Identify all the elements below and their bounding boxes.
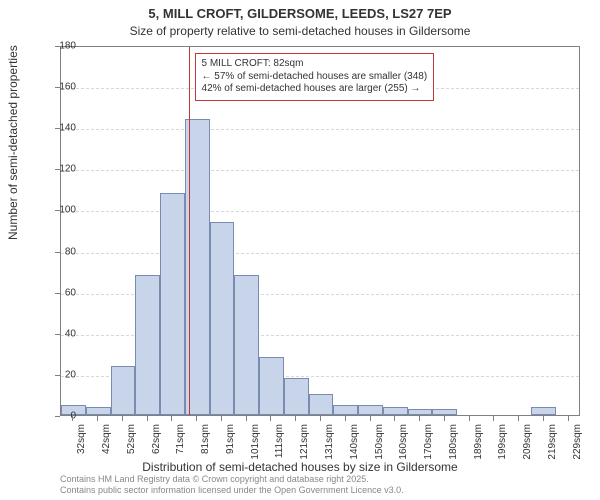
- y-tick-mark: [55, 46, 60, 47]
- plot-area: 5 MILL CROFT: 82sqm← 57% of semi-detache…: [60, 46, 580, 416]
- histogram-bar: [234, 275, 259, 415]
- histogram-bar: [135, 275, 160, 415]
- chart-title: 5, MILL CROFT, GILDERSOME, LEEDS, LS27 7…: [0, 6, 600, 21]
- x-tick-label: 131sqm: [324, 424, 335, 464]
- histogram-bar: [160, 193, 185, 415]
- y-tick-mark: [55, 169, 60, 170]
- y-tick-label: 20: [65, 369, 76, 380]
- x-tick-label: 199sqm: [497, 424, 508, 464]
- y-tick-mark: [55, 210, 60, 211]
- histogram-bar: [111, 366, 136, 415]
- gridline-h: [61, 129, 579, 130]
- x-tick-mark: [270, 416, 271, 421]
- x-tick-mark: [469, 416, 470, 421]
- x-tick-label: 32sqm: [76, 424, 87, 464]
- x-tick-label: 170sqm: [423, 424, 434, 464]
- histogram-bar: [358, 405, 383, 415]
- x-tick-mark: [419, 416, 420, 421]
- reference-line: [189, 47, 190, 415]
- y-tick-mark: [55, 128, 60, 129]
- histogram-bar: [86, 407, 111, 415]
- x-tick-mark: [97, 416, 98, 421]
- annotation-line: 42% of semi-detached houses are larger (…: [202, 83, 428, 96]
- histogram-bar: [432, 409, 457, 415]
- y-tick-mark: [55, 375, 60, 376]
- x-tick-label: 121sqm: [299, 424, 310, 464]
- attribution-line: Contains public sector information licen…: [60, 485, 404, 496]
- histogram-bar: [531, 407, 556, 415]
- x-tick-mark: [295, 416, 296, 421]
- y-tick-mark: [55, 334, 60, 335]
- histogram-bar: [309, 394, 334, 415]
- y-tick-mark: [55, 87, 60, 88]
- y-tick-label: 40: [65, 328, 76, 339]
- histogram-bar: [259, 357, 284, 415]
- x-tick-mark: [493, 416, 494, 421]
- gridline-h: [61, 211, 579, 212]
- y-tick-label: 80: [65, 246, 76, 257]
- x-tick-mark: [345, 416, 346, 421]
- x-tick-label: 209sqm: [522, 424, 533, 464]
- x-tick-label: 42sqm: [101, 424, 112, 464]
- x-tick-mark: [518, 416, 519, 421]
- x-tick-mark: [568, 416, 569, 421]
- x-tick-mark: [320, 416, 321, 421]
- y-tick-label: 100: [59, 205, 76, 216]
- y-tick-label: 160: [59, 82, 76, 93]
- x-tick-label: 140sqm: [349, 424, 360, 464]
- gridline-h: [61, 253, 579, 254]
- x-tick-label: 111sqm: [274, 424, 285, 464]
- x-tick-label: 62sqm: [151, 424, 162, 464]
- x-tick-mark: [543, 416, 544, 421]
- x-tick-mark: [122, 416, 123, 421]
- annotation-line: ← 57% of semi-detached houses are smalle…: [202, 71, 428, 84]
- y-tick-label: 140: [59, 123, 76, 134]
- x-tick-label: 52sqm: [126, 424, 137, 464]
- annotation-box: 5 MILL CROFT: 82sqm← 57% of semi-detache…: [195, 53, 435, 101]
- histogram-bar: [284, 378, 309, 415]
- histogram-bar: [408, 409, 433, 415]
- x-tick-label: 101sqm: [250, 424, 261, 464]
- x-tick-label: 81sqm: [200, 424, 211, 464]
- x-tick-mark: [171, 416, 172, 421]
- y-tick-label: 180: [59, 41, 76, 52]
- attribution: Contains HM Land Registry data © Crown c…: [60, 474, 404, 496]
- chart-subtitle: Size of property relative to semi-detach…: [0, 24, 600, 38]
- y-tick-mark: [55, 293, 60, 294]
- x-tick-label: 71sqm: [175, 424, 186, 464]
- histogram-bar: [383, 407, 408, 415]
- x-tick-label: 91sqm: [225, 424, 236, 464]
- y-tick-label: 120: [59, 164, 76, 175]
- x-tick-mark: [221, 416, 222, 421]
- attribution-line: Contains HM Land Registry data © Crown c…: [60, 474, 404, 485]
- gridline-h: [61, 170, 579, 171]
- x-tick-label: 219sqm: [547, 424, 558, 464]
- y-tick-label: 60: [65, 287, 76, 298]
- x-tick-mark: [72, 416, 73, 421]
- x-tick-label: 150sqm: [374, 424, 385, 464]
- x-tick-mark: [196, 416, 197, 421]
- x-tick-label: 160sqm: [398, 424, 409, 464]
- x-tick-label: 189sqm: [473, 424, 484, 464]
- x-tick-label: 229sqm: [572, 424, 583, 464]
- x-tick-mark: [370, 416, 371, 421]
- x-tick-label: 180sqm: [448, 424, 459, 464]
- x-tick-mark: [394, 416, 395, 421]
- y-tick-mark: [55, 252, 60, 253]
- x-tick-mark: [246, 416, 247, 421]
- x-tick-mark: [147, 416, 148, 421]
- histogram-bar: [333, 405, 358, 415]
- y-axis-label: Number of semi-detached properties: [6, 45, 20, 240]
- x-tick-mark: [444, 416, 445, 421]
- histogram-bar: [210, 222, 235, 415]
- annotation-line: 5 MILL CROFT: 82sqm: [202, 58, 428, 71]
- y-tick-mark: [55, 416, 60, 417]
- x-axis-label: Distribution of semi-detached houses by …: [0, 460, 600, 474]
